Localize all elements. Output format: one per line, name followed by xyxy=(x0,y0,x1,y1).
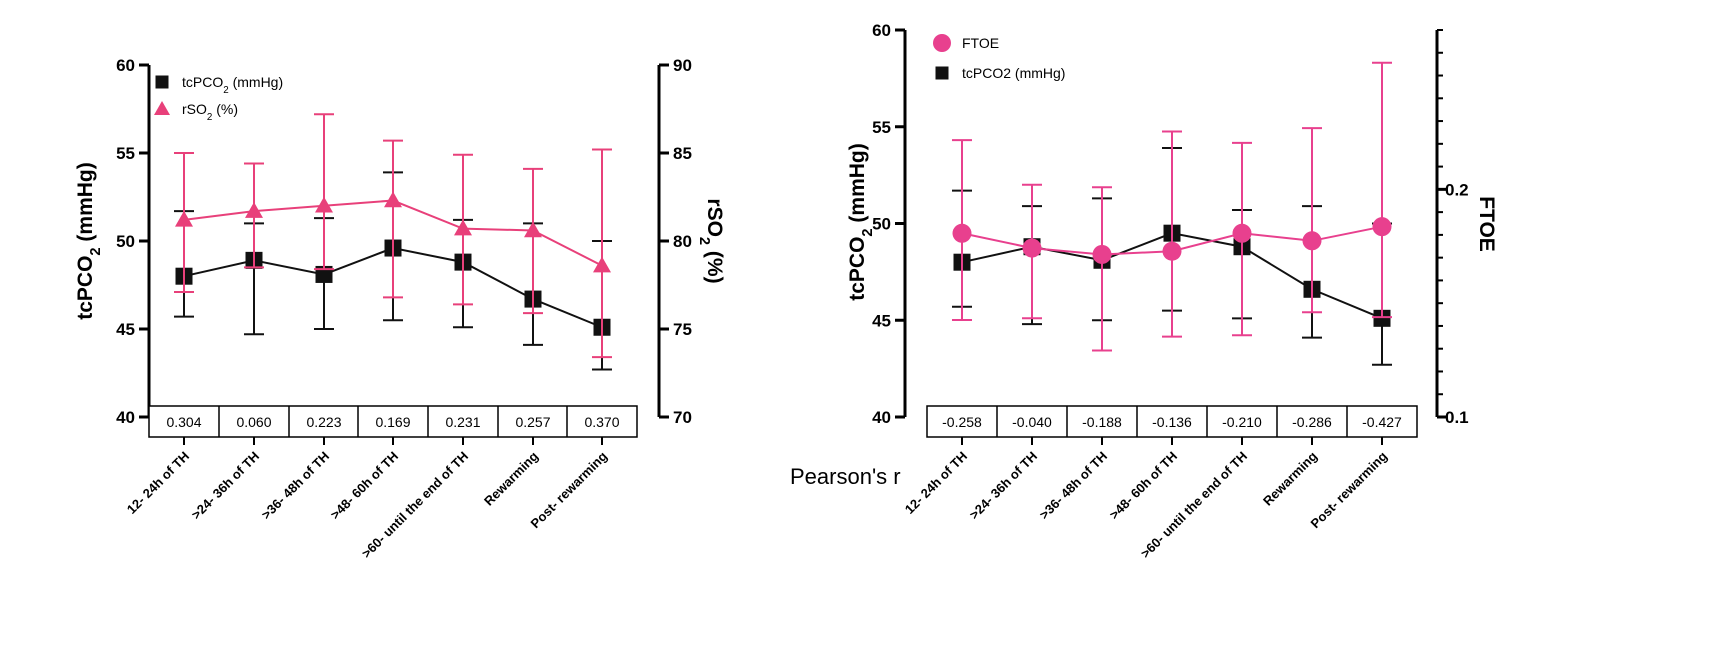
left-y-tick-label: 45 xyxy=(116,320,135,339)
pearson-r-label: Pearson's r xyxy=(790,464,901,489)
data-point xyxy=(1022,238,1042,258)
data-point xyxy=(245,202,263,218)
x-category-label: >48- 60h of TH xyxy=(1106,449,1180,523)
data-point xyxy=(454,219,472,236)
pearson-r-value: -0.258 xyxy=(942,414,982,430)
right-y-tick-label: 90 xyxy=(673,56,692,75)
x-category-label: Rewarming xyxy=(1260,448,1320,508)
right-chart-panel: 40 45 50 55 60 0.1 0.2 tcPCO2 (mmHg) FTOE -0.258 -… xyxy=(846,21,1498,561)
data-point xyxy=(315,196,333,213)
left-y-tick-label: 40 xyxy=(872,408,891,427)
legend-marker xyxy=(935,66,949,80)
left-y-tick-label: 55 xyxy=(116,144,135,163)
pearson-r-value: 0.223 xyxy=(306,414,341,430)
pearson-r-value: 0.231 xyxy=(445,414,480,430)
left-y-tick-label: 40 xyxy=(116,408,135,427)
right-y-axis-title: rSO2 (%) xyxy=(696,198,726,283)
right-y-tick-label: 75 xyxy=(673,320,692,339)
x-category-label: >36- 48h of TH xyxy=(1036,449,1110,523)
data-point xyxy=(1232,223,1252,243)
data-point xyxy=(315,265,333,283)
right-y-tick-label: 85 xyxy=(673,144,692,163)
pearson-r-value: 0.060 xyxy=(236,414,271,430)
left-y-tick-label: 60 xyxy=(872,21,891,40)
legend-marker xyxy=(155,75,169,89)
data-point xyxy=(1302,231,1322,251)
pearson-r-value: 0.370 xyxy=(584,414,619,430)
legend-label: rSO2 (%) xyxy=(182,101,238,123)
right-y-tick-label: 80 xyxy=(673,232,692,251)
left-y-axis-title: tcPCO2 (mmHg) xyxy=(846,143,876,301)
x-category-label: >24- 36h of TH xyxy=(966,449,1040,523)
legend-marker xyxy=(154,101,170,115)
right-y-tick-label: 0.2 xyxy=(1445,180,1469,199)
pearson-r-value: -0.040 xyxy=(1012,414,1052,430)
x-category-label: Post- rewarming xyxy=(527,448,610,531)
legend-label: tcPCO2 (mmHg) xyxy=(182,74,283,96)
data-point xyxy=(952,223,972,243)
left-y-tick-label: 50 xyxy=(116,232,135,251)
left-chart-panel: 40 45 50 55 60 70 75 80 85 90 tcPCO2 (mmHg) rSO2 (%… xyxy=(74,56,726,561)
right-y-tick-label: 70 xyxy=(673,408,692,427)
x-category-label: >36- 48h of TH xyxy=(258,449,332,523)
pearson-r-value: 0.304 xyxy=(166,414,201,430)
secondary-series xyxy=(174,113,612,359)
pearson-r-value: -0.188 xyxy=(1082,414,1122,430)
pearson-table xyxy=(148,405,638,438)
legend-label: FTOE xyxy=(962,35,999,51)
left-y-tick-label: 60 xyxy=(116,56,135,75)
x-category-label: Post- rewarming xyxy=(1307,448,1390,531)
right-y-axis-title: FTOE xyxy=(1475,196,1498,252)
data-point xyxy=(593,256,611,273)
data-point xyxy=(384,191,402,208)
x-category-label: 12- 24h of TH xyxy=(124,449,192,517)
x-category-label: >48- 60h of TH xyxy=(327,449,401,523)
legend-marker xyxy=(933,34,951,52)
right-y-tick-label: 0.1 xyxy=(1445,408,1469,427)
pearson-r-value: 0.169 xyxy=(375,414,410,430)
left-y-tick-label: 45 xyxy=(872,311,891,330)
pearson-r-value: -0.136 xyxy=(1152,414,1192,430)
data-point xyxy=(1373,309,1391,327)
legend-label: tcPCO2 (mmHg) xyxy=(962,65,1065,81)
pearson-r-value: -0.427 xyxy=(1362,414,1402,430)
data-point xyxy=(1162,241,1182,261)
data-point xyxy=(524,221,542,238)
secondary-series xyxy=(952,61,1392,352)
x-category-label: >24- 36h of TH xyxy=(188,449,262,523)
pearson-r-value: -0.286 xyxy=(1292,414,1332,430)
x-category-label: 12- 24h of TH xyxy=(902,449,970,517)
pearson-r-value: 0.257 xyxy=(515,414,550,430)
x-category-label: Rewarming xyxy=(481,448,541,508)
pearson-r-value: -0.210 xyxy=(1222,414,1262,430)
data-point xyxy=(1092,244,1112,264)
data-point xyxy=(1372,217,1392,237)
data-point xyxy=(175,210,193,227)
left-y-axis-title: tcPCO2 (mmHg) xyxy=(74,162,104,320)
left-y-tick-label: 55 xyxy=(872,118,891,137)
left-y-tick-label: 50 xyxy=(872,215,891,234)
